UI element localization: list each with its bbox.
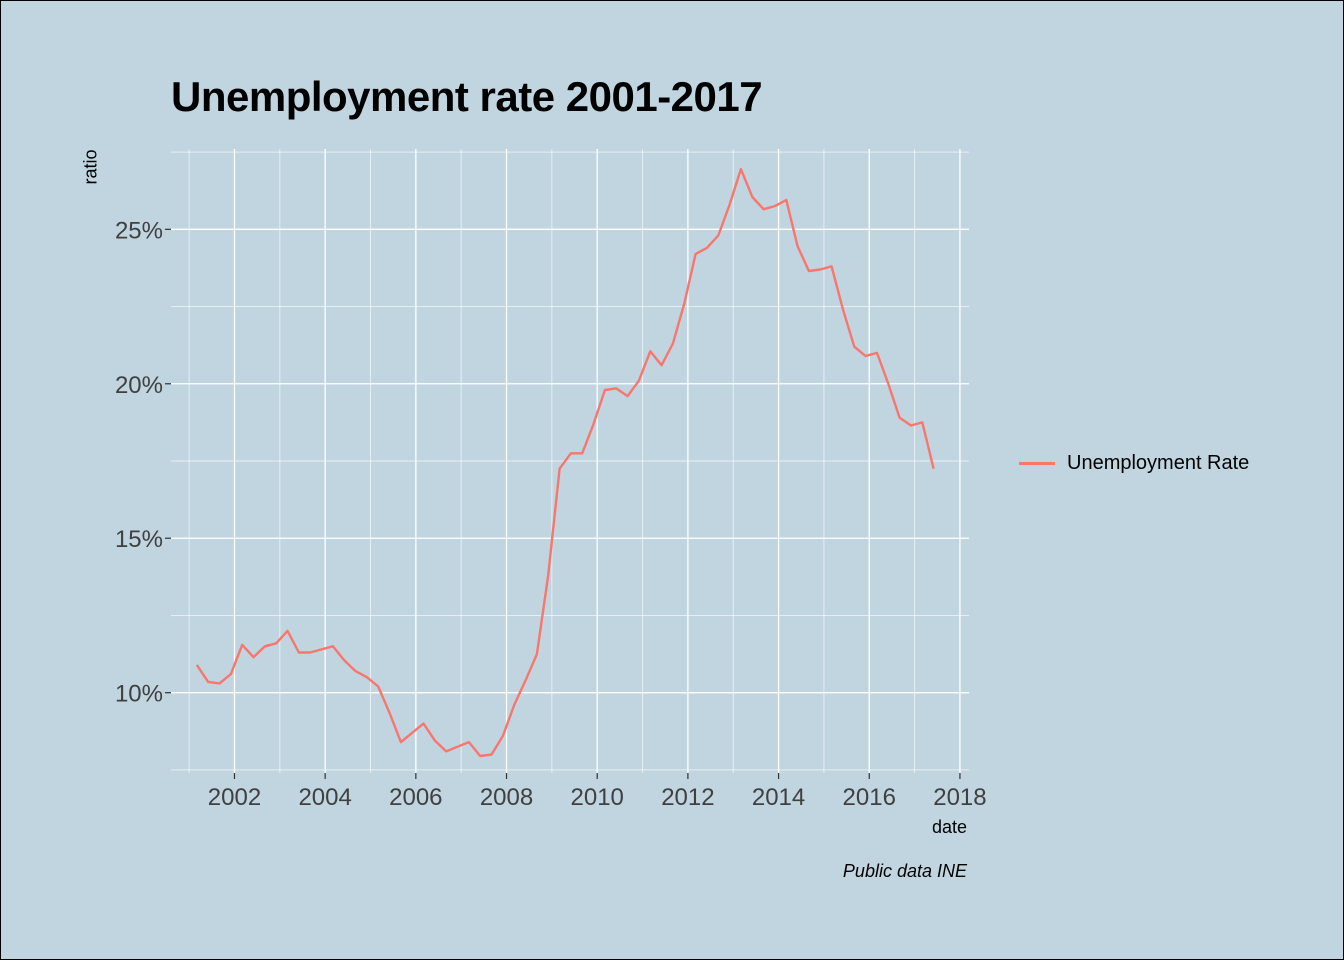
chart-title: Unemployment rate 2001-2017	[171, 73, 763, 120]
y-tick-label: 20%	[115, 372, 163, 399]
chart-caption: Public data INE	[842, 861, 967, 881]
y-tick-label: 10%	[115, 681, 163, 708]
x-tick-label: 2004	[298, 784, 351, 811]
y-tick-label: 15%	[115, 526, 163, 553]
x-tick-label: 2006	[389, 784, 442, 811]
legend-label-unemployment-rate: Unemployment Rate	[1067, 451, 1250, 474]
x-tick-label: 2012	[661, 784, 714, 811]
x-tick-label: 2008	[480, 784, 533, 811]
y-tick-label: 25%	[115, 217, 163, 244]
series-line-unemployment-rate	[195, 167, 935, 758]
x-tick-label: 2014	[752, 784, 805, 811]
legend-key-unemployment-rate	[1019, 461, 1055, 465]
x-axis-label: date	[931, 817, 967, 837]
x-tick-label: 2002	[208, 784, 261, 811]
legend: Unemployment Rate	[1019, 450, 1249, 476]
x-tick-label: 2018	[933, 784, 986, 811]
x-tick-label: 2016	[843, 784, 896, 811]
x-tick-label: 2010	[571, 784, 624, 811]
